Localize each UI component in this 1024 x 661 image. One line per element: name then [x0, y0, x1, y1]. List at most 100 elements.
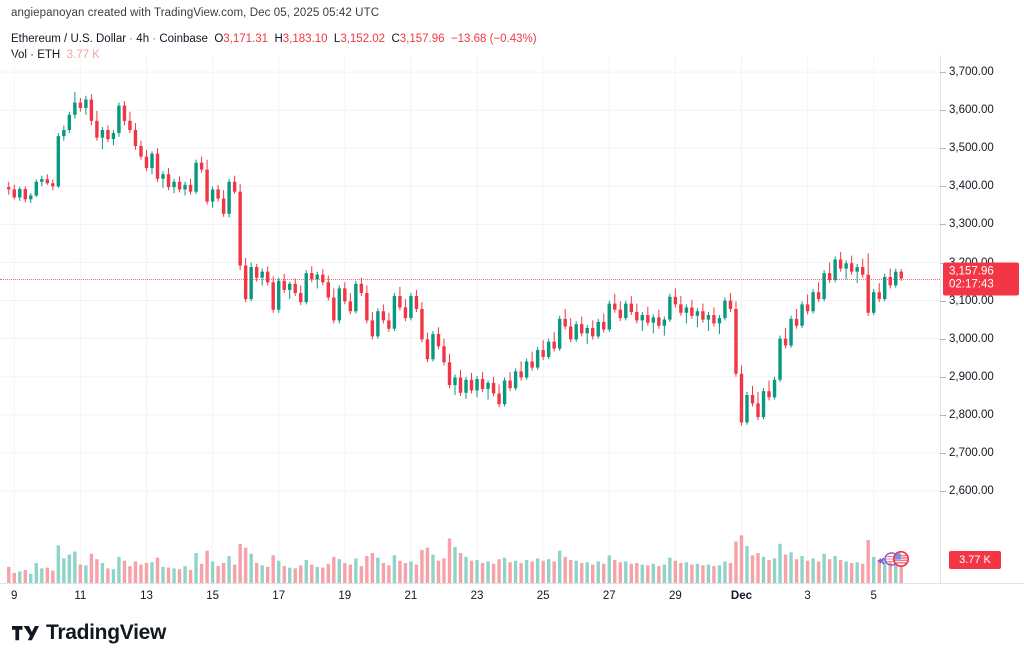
volume-bar: [728, 563, 733, 583]
volume-bar: [761, 556, 766, 583]
candle-body: [34, 181, 39, 196]
volume-bar: [574, 560, 578, 583]
volume-bar: [635, 563, 639, 583]
volume-bar: [706, 564, 711, 583]
volume-bar: [519, 563, 523, 583]
candle-body: [177, 181, 182, 190]
candle-body: [739, 373, 744, 423]
volume-bar: [199, 563, 204, 583]
volume-bar: [343, 563, 347, 583]
volume-bar: [150, 562, 154, 583]
candle-body: [183, 184, 187, 190]
volume-bar: [354, 558, 358, 583]
candle-body: [67, 114, 72, 131]
price-tick-label: 3,000.00: [949, 332, 994, 345]
candle-body: [783, 338, 788, 346]
volume-bar: [849, 563, 854, 583]
legend-open-value: 3,171.31: [223, 33, 269, 45]
candle-body: [475, 379, 479, 391]
legend-volume-label[interactable]: Vol · ETH: [11, 49, 61, 61]
candle-body: [260, 271, 264, 278]
volume-bar: [265, 566, 270, 583]
volume-bar: [750, 555, 755, 583]
chart-plot-area[interactable]: [0, 55, 940, 583]
volume-bar: [12, 573, 16, 583]
price-tick-label: 3,500.00: [949, 142, 994, 155]
price-tick-label: 2,600.00: [949, 484, 994, 497]
legend-low-value: 3,152.02: [340, 33, 386, 45]
volume-bar: [403, 563, 408, 583]
candle-body: [822, 273, 826, 300]
candle-body: [464, 379, 468, 393]
candle-body: [624, 303, 628, 319]
legend-close-key: C: [391, 33, 400, 45]
candle-body: [767, 391, 771, 398]
time-tick-label: 3: [804, 590, 811, 602]
volume-bar: [365, 556, 369, 583]
volume-bar: [800, 556, 804, 583]
legend-symbol[interactable]: Ethereum / U.S. Dollar: [11, 33, 127, 45]
candle-body: [166, 174, 171, 188]
candle-body: [265, 271, 270, 283]
candle-body: [392, 296, 397, 329]
volume-value-badge[interactable]: 3.77 K: [949, 551, 1001, 570]
volume-bar: [67, 554, 72, 583]
time-axis[interactable]: 9 11 13 15 17 19 21 23 25 27 29 Dec 3 5: [0, 583, 940, 611]
last-price-label[interactable]: 3,157.96 02:17:43: [943, 262, 1019, 296]
volume-bar: [855, 562, 859, 583]
price-tick-dash: [940, 110, 946, 112]
volume-bar: [673, 560, 678, 583]
event-flag-icon[interactable]: [877, 547, 911, 571]
candle-body: [376, 311, 380, 337]
volume-bar: [288, 567, 292, 583]
candle-body: [436, 334, 441, 347]
candle-body: [403, 307, 408, 319]
candle-body: [546, 341, 551, 357]
legend-symbol-row: Ethereum / U.S. Dollar · 4h · Coinbase O…: [11, 31, 537, 47]
candle-body: [789, 318, 793, 346]
volume-bar: [299, 565, 303, 583]
candle-body: [750, 395, 755, 404]
candle-body: [276, 280, 281, 310]
legend-interval[interactable]: 4h: [136, 33, 150, 45]
candle-body: [343, 288, 347, 302]
candle-body: [508, 380, 512, 389]
candle-body: [866, 274, 870, 313]
candle-body: [310, 273, 314, 280]
candle-body: [756, 403, 760, 418]
time-tick-label: 27: [602, 590, 616, 602]
legend-close-value: 3,157.96: [399, 33, 445, 45]
candle-body: [249, 267, 253, 300]
time-tick-label: 17: [272, 590, 286, 602]
time-tick-label: 15: [206, 590, 219, 602]
volume-bar: [359, 566, 364, 583]
tradingview-logo[interactable]: TradingView: [12, 621, 166, 645]
volume-bar: [607, 555, 611, 583]
volume-bar: [133, 561, 138, 583]
candle-body: [568, 326, 573, 340]
candle-body: [701, 311, 705, 320]
price-axis[interactable]: 3,700.00 3,600.00 3,500.00 3,400.00 3,300.00…: [940, 55, 1024, 583]
candle-body: [299, 292, 303, 303]
legend-volume-row: Vol · ETH 3.77 K: [11, 47, 537, 63]
candle-body: [425, 339, 430, 360]
candle-body: [827, 273, 832, 281]
volume-bar: [888, 562, 892, 583]
volume-bar: [662, 564, 667, 583]
last-price-countdown: 02:17:43: [949, 278, 994, 291]
volume-bar: [651, 563, 656, 583]
volume-bar: [486, 561, 490, 583]
volume-bar: [838, 559, 843, 583]
volume-bar: [508, 562, 512, 583]
legend-exchange[interactable]: Coinbase: [159, 33, 208, 45]
volume-bar: [409, 561, 413, 583]
legend-volume-value: 3.77 K: [66, 49, 100, 61]
volume-bar: [392, 555, 397, 583]
time-tick-label: 5: [870, 590, 877, 602]
candle-body: [420, 308, 424, 340]
candle-body: [646, 315, 650, 323]
candle-body: [772, 379, 777, 398]
volume-bar: [188, 569, 193, 583]
candle-body: [491, 382, 496, 394]
